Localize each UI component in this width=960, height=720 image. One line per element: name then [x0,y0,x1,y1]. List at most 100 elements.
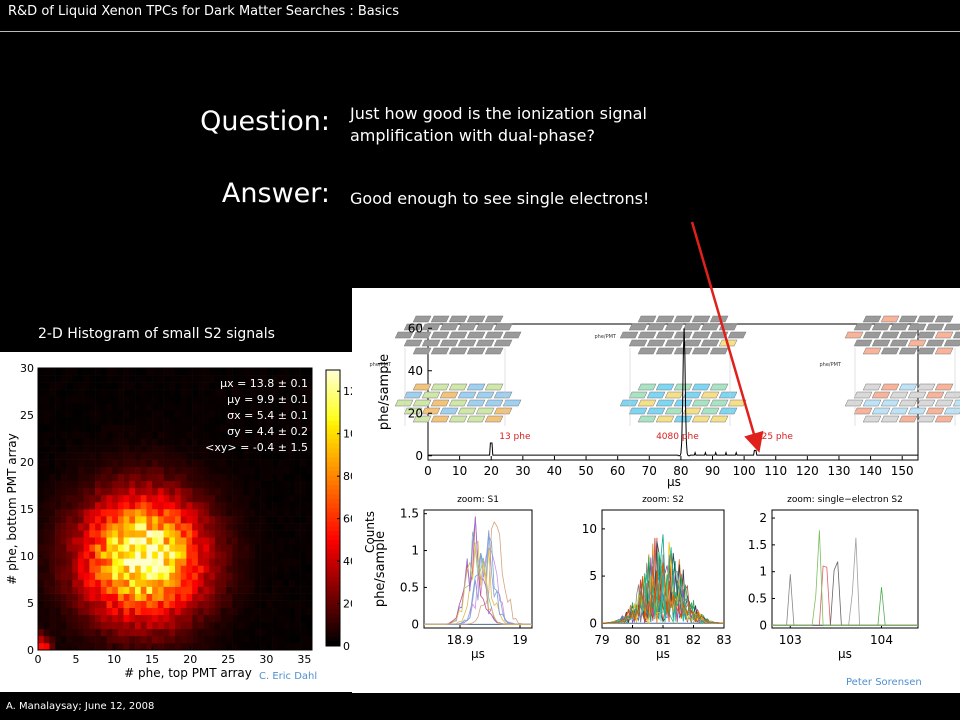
colorbar-segment [326,466,340,472]
colorbar-segment [326,613,340,619]
histogram-cell [300,558,307,566]
histogram-cell [249,544,256,552]
zoom-x-tick-label: 103 [779,633,802,647]
histogram-cell [289,593,296,601]
histogram-cell [277,459,284,467]
histogram-cell [135,544,142,552]
histogram-cell [300,403,307,411]
histogram-cell [180,424,187,432]
histogram-cell [272,537,279,545]
histogram-cell [254,445,261,453]
pmt-cell [916,399,936,407]
zoom-frame [423,509,533,629]
histogram-cell [89,635,96,644]
histogram-cell [226,621,233,630]
histogram-cell [175,403,182,411]
histogram-cell [300,628,307,637]
histogram-cell [300,600,307,608]
histogram-cell [232,501,239,510]
pmt-cell [700,339,720,347]
histogram-cell [152,579,159,587]
histogram-cell [38,621,45,630]
histogram-cell [146,487,153,496]
histogram-cell [169,403,176,411]
pmt-cell [655,383,675,391]
histogram-cell [38,628,45,637]
histogram-cell [203,607,210,616]
histogram-cell [186,459,193,467]
histogram-cell [117,565,124,573]
histogram-cell [214,382,221,390]
histogram-cell [49,487,56,496]
histogram-cell [249,516,256,524]
histogram-cell [135,494,142,503]
histogram-cell [243,516,250,524]
histogram-cell [140,544,147,552]
histogram-cell [55,621,62,630]
histogram-cell [237,593,244,601]
histogram-cell [72,523,79,531]
histogram-cell [152,544,159,552]
histogram-cell [135,480,142,489]
histogram-cell [38,466,45,475]
histogram-cell [43,537,50,545]
histogram-cell [89,480,96,489]
histogram-cell [226,396,233,404]
histogram-cell [186,586,193,594]
zoom-x-tick-label: 104 [870,633,893,647]
histogram-cell [237,642,244,651]
histogram-cell [38,593,45,601]
histogram-cell [203,621,210,630]
histogram-cell [60,537,67,545]
histogram-cell [186,501,193,510]
histogram-cell [175,368,182,376]
histogram-cell [220,382,227,390]
histogram-cell [220,565,227,573]
histogram-cell [197,607,204,616]
histogram-cell [243,403,250,411]
histogram-cell [163,382,170,390]
histogram-cell [163,516,170,524]
histogram-cell [283,466,290,475]
histogram-cell [146,466,153,475]
histogram-cell [272,487,279,496]
histogram-cell [106,445,113,453]
histogram-cell [272,375,279,383]
histogram-cell [209,396,216,404]
histogram-cell [272,438,279,446]
histogram-cell [226,389,233,397]
histogram-cell [66,614,73,623]
histogram-cell [254,635,261,644]
histogram-cell [232,487,239,496]
histogram-cell [272,642,279,651]
histogram-cell [237,572,244,580]
histogram-cell [289,410,296,418]
histogram-cell [163,600,170,608]
histogram-cell [169,579,176,587]
histogram-cells [38,368,313,651]
histogram-cell [294,516,301,524]
histogram-cell [192,375,199,383]
histogram-cell [112,621,119,630]
histogram-cell [300,551,307,559]
histogram-cell [112,480,119,489]
histogram-cell [203,635,210,644]
histogram-cell [272,593,279,601]
pmt-cell [889,339,909,347]
histogram-cell [249,600,256,608]
histogram-cell [289,509,296,517]
pmt-cell [709,347,729,355]
histogram-x-tick-label: 0 [35,653,42,666]
histogram-cell [192,494,199,503]
pmt-cell [952,399,960,407]
pmt-cell [880,347,900,355]
histogram-cell [175,375,182,383]
histogram-cell [117,586,124,594]
histogram-cell [272,600,279,608]
histogram-cell [100,375,107,383]
histogram-cell [272,396,279,404]
histogram-cell [66,642,73,651]
histogram-cell [232,558,239,566]
